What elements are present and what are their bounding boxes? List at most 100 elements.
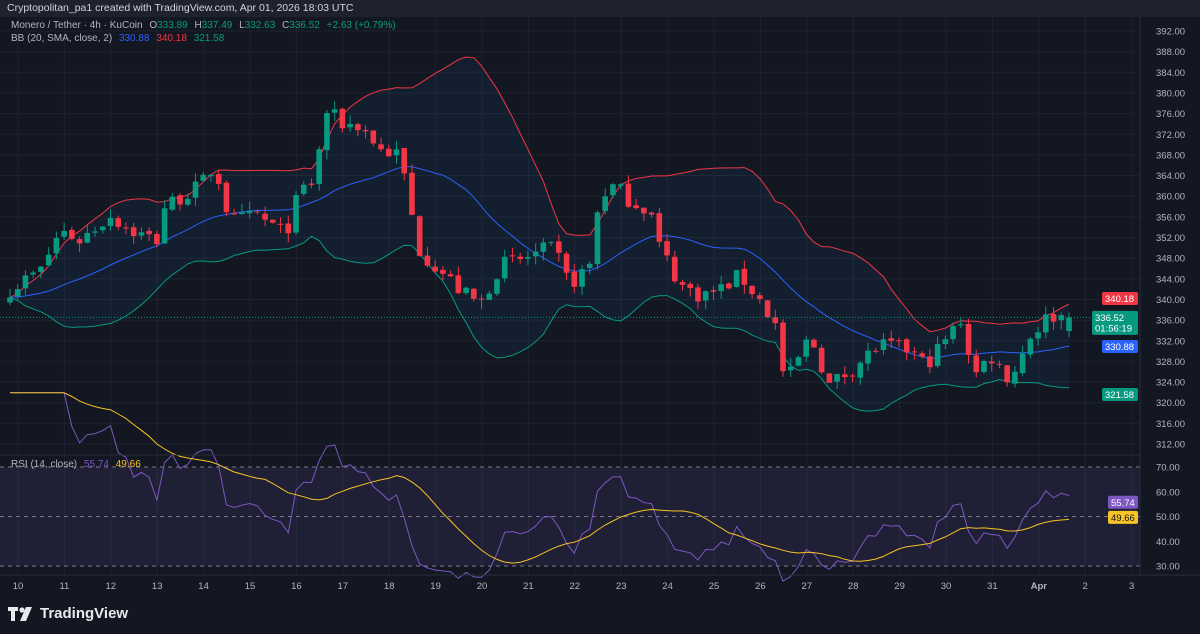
basis-tag-bg	[1102, 340, 1138, 354]
rsi-tag-bg	[1108, 495, 1138, 509]
price-axis[interactable]: 392.00 388.00 384.00 380.00 376.00 372.00 368.…	[1156, 27, 1185, 451]
candle-body	[1019, 353, 1026, 374]
candle-body	[787, 366, 794, 371]
candle-body	[424, 255, 431, 266]
price-tick-label: 332.00	[1156, 336, 1185, 347]
candle-body	[718, 284, 724, 292]
candle-body	[857, 362, 864, 378]
last-price-tag: 336.52	[1095, 313, 1124, 324]
low-value: 332.63	[244, 20, 276, 31]
candle-body	[803, 339, 809, 357]
candle-body	[509, 255, 516, 257]
symbol-legend[interactable]: Monero / Tether · 4h · KuCoin O333.89 H3…	[11, 20, 400, 31]
candle-body	[177, 195, 183, 205]
time-tick-label: 10	[13, 581, 24, 592]
rsi-legend[interactable]: RSI (14, close) 55.74 49.66	[11, 459, 145, 470]
price-tick-label: 324.00	[1156, 378, 1185, 389]
price-tick-label: 336.00	[1156, 316, 1185, 327]
candle-body	[316, 149, 322, 185]
candle-body	[53, 238, 60, 254]
time-tick-label: 12	[106, 581, 117, 592]
rsi-tick-label: 30.00	[1156, 562, 1180, 573]
candle-body	[84, 232, 91, 243]
bollinger-bands	[9, 56, 1070, 412]
time-tick-label: 28	[848, 581, 859, 592]
candle-body	[532, 251, 539, 257]
candle-body	[579, 269, 585, 287]
candle-body	[911, 351, 918, 353]
candle-body	[563, 253, 570, 273]
candle-body	[300, 184, 307, 194]
candle-body	[849, 375, 856, 377]
close-label: C	[282, 20, 290, 31]
time-tick-label: 27	[802, 581, 813, 592]
candle-body	[695, 287, 701, 302]
rsi-lines	[10, 392, 1070, 582]
candle-body	[416, 216, 423, 256]
candle-body	[161, 208, 168, 244]
time-tick-label: 22	[570, 581, 581, 592]
candle-body	[919, 353, 925, 357]
rsi-ma-line	[10, 392, 1070, 564]
candle-body	[1043, 314, 1049, 333]
candle-body	[996, 363, 1003, 365]
tradingview-logo-icon	[8, 606, 32, 621]
bb-legend[interactable]: BB (20, SMA, close, 2) 330.88 340.18 321…	[11, 33, 228, 44]
rsi-tick-label: 40.00	[1156, 537, 1180, 548]
candle-body	[671, 256, 678, 282]
upper-band-tag-bg	[1102, 292, 1138, 306]
price-tick-label: 364.00	[1156, 171, 1185, 182]
price-tick-label: 328.00	[1156, 357, 1185, 368]
time-tick-label: 15	[245, 581, 256, 592]
candle-body	[888, 338, 895, 341]
candle-body	[733, 270, 740, 287]
candle-body	[540, 242, 547, 252]
time-tick-label: 17	[338, 581, 349, 592]
candle-body	[772, 317, 779, 324]
bb-fill	[10, 57, 1069, 412]
candle-body	[440, 269, 446, 274]
time-axis[interactable]: 10 11 12 13 14 15 16 17 18 19 20 21 22 23 24 25 26 27 28 29…	[13, 581, 1135, 592]
candle-body	[154, 233, 160, 245]
candle-body	[710, 290, 717, 292]
low-label: L	[239, 20, 245, 31]
candle-body	[184, 198, 191, 205]
price-tick-label: 352.00	[1156, 233, 1185, 244]
candle-body	[973, 355, 980, 373]
rsi-line	[10, 392, 1070, 582]
price-tick-label: 376.00	[1156, 109, 1185, 120]
candle-body	[741, 268, 748, 285]
candle-body	[664, 241, 670, 256]
time-tick-label: 13	[152, 581, 163, 592]
high-label: H	[194, 20, 202, 31]
candle-body	[896, 340, 902, 342]
price-tick-label: 372.00	[1156, 130, 1185, 141]
candle-body	[494, 279, 500, 294]
time-tick-label: 31	[987, 581, 998, 592]
chart-canvas[interactable]: 392.00 388.00 384.00 380.00 376.00 372.00 368.…	[0, 0, 1200, 597]
price-tick-label: 380.00	[1156, 88, 1185, 99]
countdown-tag: 01:56:19	[1095, 323, 1132, 334]
time-tick-label: 24	[662, 581, 673, 592]
tradingview-logo[interactable]: TradingView	[8, 605, 128, 622]
price-tick-label: 388.00	[1156, 47, 1185, 58]
candle-body	[215, 174, 222, 184]
price-tick-label: 356.00	[1156, 212, 1185, 223]
candle-body	[277, 223, 284, 225]
candle-body	[656, 213, 663, 242]
price-tick-label: 316.00	[1156, 419, 1185, 430]
rsi-axis[interactable]: 70.00 60.00 50.00 40.00 30.00	[1156, 463, 1180, 573]
price-tick-label: 348.00	[1156, 254, 1185, 265]
candle-body	[362, 129, 369, 132]
candle-body	[965, 323, 972, 355]
time-tick-label: 18	[384, 581, 395, 592]
candle-body	[331, 109, 338, 113]
footer: TradingView	[0, 597, 1200, 634]
candle-body	[950, 326, 956, 340]
candle-body	[826, 373, 833, 383]
high-value: 337.49	[201, 20, 233, 31]
bb-label: BB (20, SMA, close, 2)	[11, 33, 113, 44]
candle-body	[548, 242, 554, 244]
candle-body	[602, 196, 609, 212]
candle-body	[385, 148, 392, 157]
